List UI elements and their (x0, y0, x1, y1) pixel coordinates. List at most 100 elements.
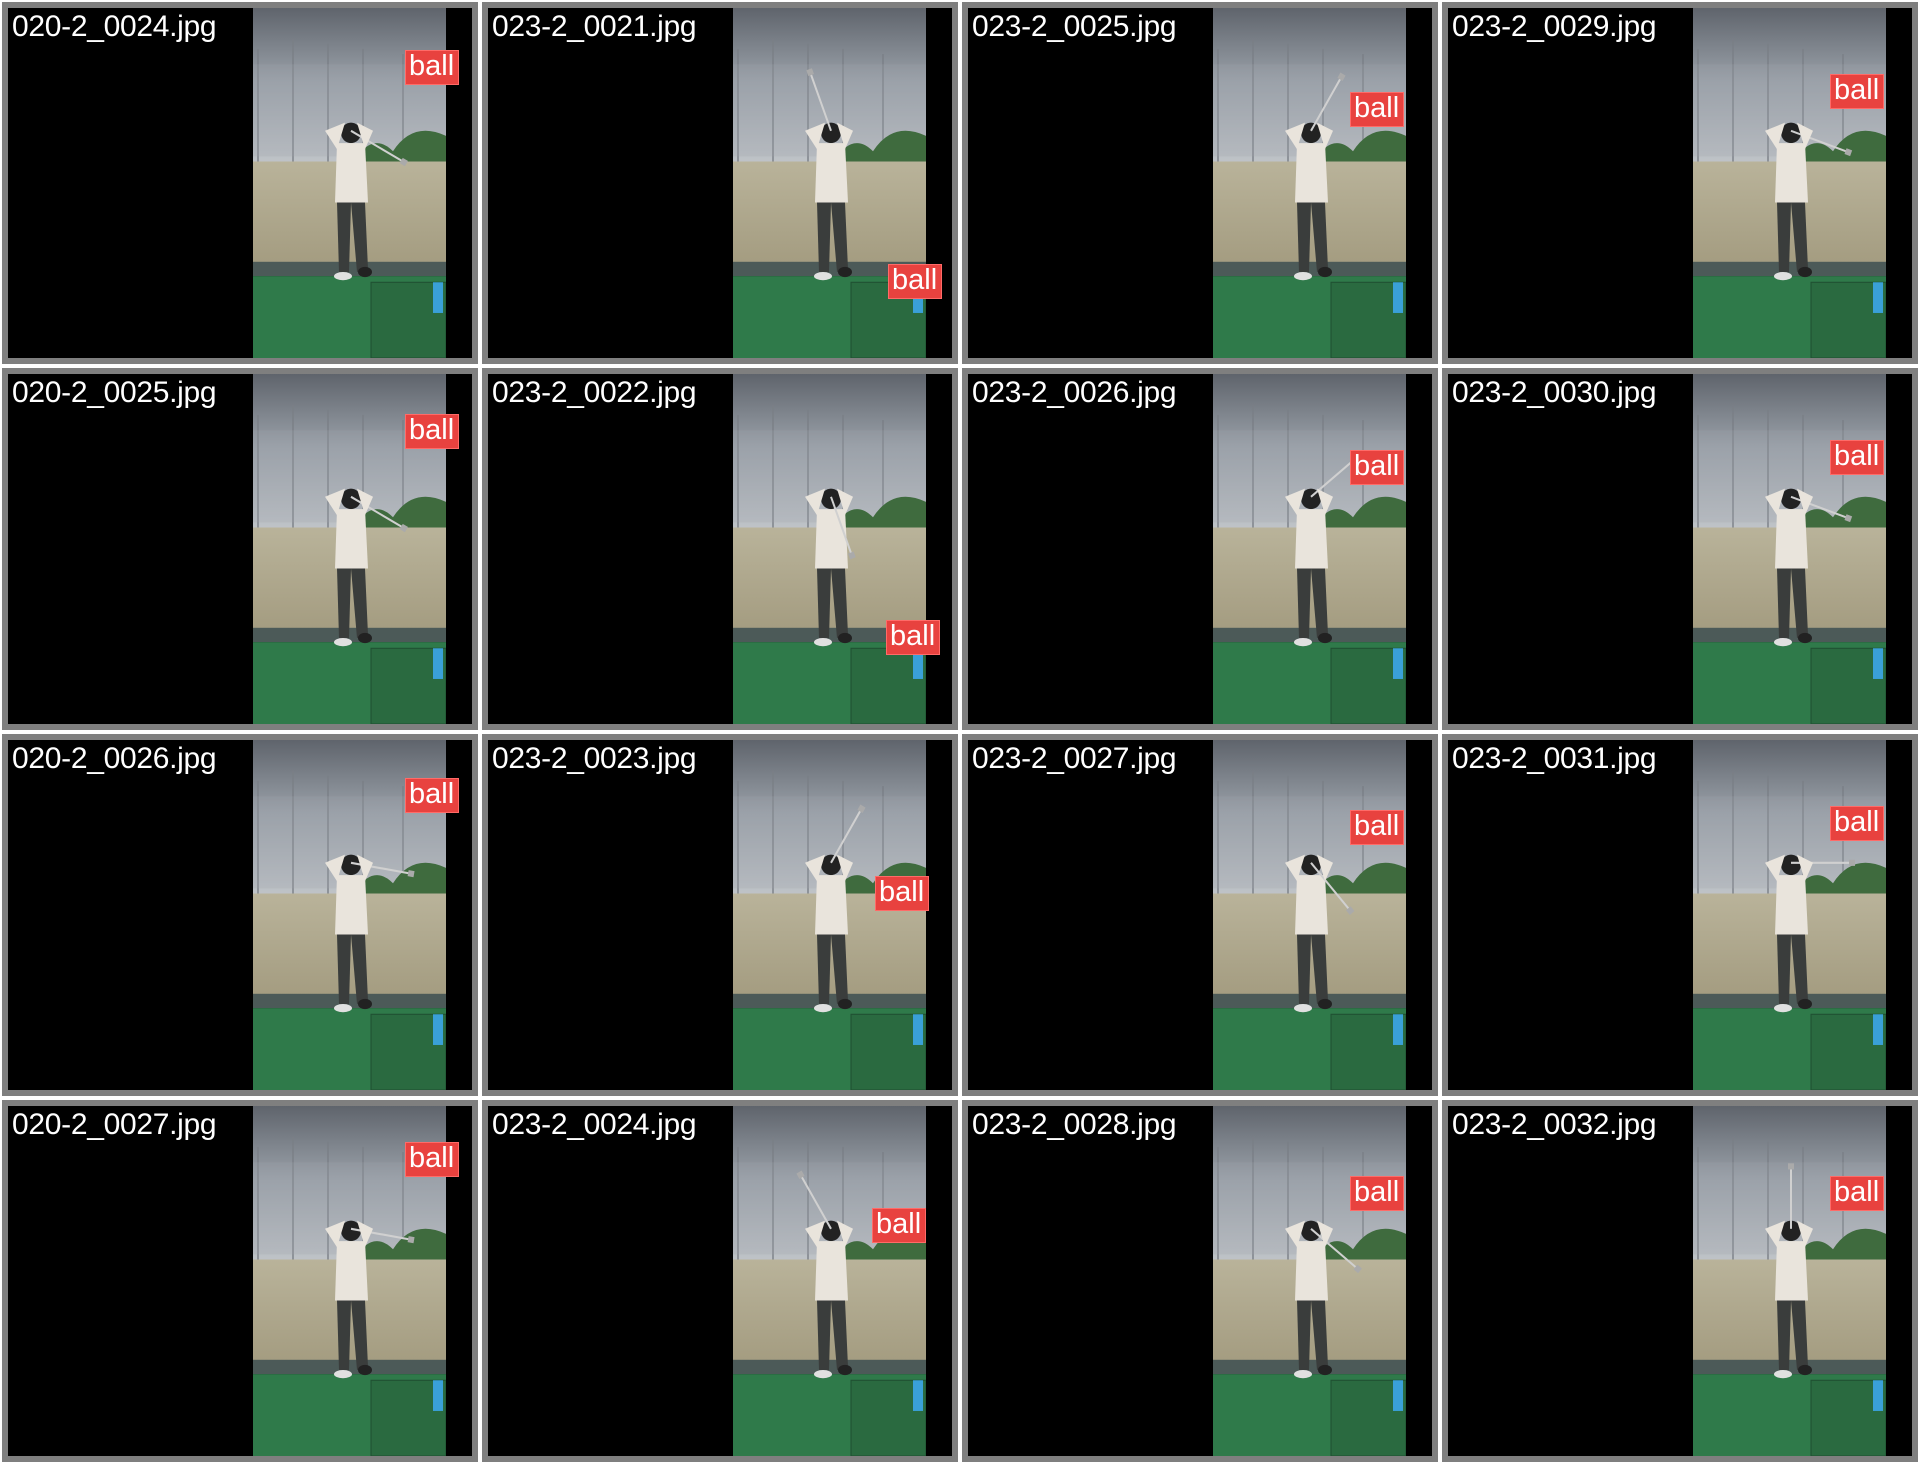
ball-detection-label: ball (405, 1142, 460, 1177)
image-tile[interactable]: 020-2_0025.jpg (2, 368, 478, 730)
letterbox-bar (1408, 740, 1432, 1090)
golf-swing-photo (733, 374, 926, 724)
image-tile[interactable]: 023-2_0031.jpg (1442, 734, 1918, 1096)
image-frame: 023-2_0030.jpg (1448, 374, 1912, 724)
letterbox-bar (1408, 374, 1432, 724)
image-frame: 023-2_0027.jpg (968, 740, 1432, 1090)
image-frame: 020-2_0024.jpg (8, 8, 472, 358)
image-tile[interactable]: 023-2_0025.jpg (962, 2, 1438, 364)
filename-label: 023-2_0025.jpg (972, 10, 1177, 43)
image-frame: 023-2_0029.jpg (1448, 8, 1912, 358)
swing-photo (1213, 1106, 1406, 1456)
letterbox-bar (1888, 374, 1912, 724)
golf-swing-photo (1693, 374, 1886, 724)
golf-swing-photo (253, 8, 446, 358)
image-tile[interactable]: 023-2_0023.jpg (482, 734, 958, 1096)
filename-label: 020-2_0024.jpg (12, 10, 217, 43)
swing-photo (1213, 8, 1406, 358)
image-frame: 023-2_0021.jpg (488, 8, 952, 358)
ball-detection-label: ball (1830, 74, 1885, 109)
ball-detection-label: ball (405, 50, 460, 85)
filename-label: 023-2_0026.jpg (972, 376, 1177, 409)
image-frame: 023-2_0031.jpg (1448, 740, 1912, 1090)
filename-label: 020-2_0026.jpg (12, 742, 217, 775)
golf-swing-photo (733, 1106, 926, 1456)
swing-photo (733, 1106, 926, 1456)
image-tile[interactable]: 023-2_0024.jpg (482, 1100, 958, 1462)
golf-swing-photo (1693, 1106, 1886, 1456)
image-frame: 023-2_0023.jpg (488, 740, 952, 1090)
filename-label: 023-2_0029.jpg (1452, 10, 1657, 43)
swing-photo (1213, 374, 1406, 724)
golf-swing-photo (253, 374, 446, 724)
image-tile[interactable]: 023-2_0027.jpg (962, 734, 1438, 1096)
golf-swing-photo (733, 8, 926, 358)
letterbox-bar (1888, 1106, 1912, 1456)
filename-label: 020-2_0025.jpg (12, 376, 217, 409)
letterbox-bar (1408, 8, 1432, 358)
image-frame: 023-2_0025.jpg (968, 8, 1432, 358)
swing-photo (733, 8, 926, 358)
image-frame: 023-2_0032.jpg (1448, 1106, 1912, 1456)
filename-label: 023-2_0032.jpg (1452, 1108, 1657, 1141)
image-frame: 023-2_0026.jpg (968, 374, 1432, 724)
swing-photo (733, 740, 926, 1090)
ball-detection-label: ball (875, 876, 930, 911)
golf-swing-photo (733, 740, 926, 1090)
image-tile[interactable]: 023-2_0021.jpg (482, 2, 958, 364)
image-tile[interactable]: 020-2_0026.jpg (2, 734, 478, 1096)
image-tile[interactable]: 023-2_0028.jpg (962, 1100, 1438, 1462)
ball-detection-label: ball (405, 414, 460, 449)
image-frame: 023-2_0024.jpg (488, 1106, 952, 1456)
golf-swing-photo (1213, 8, 1406, 358)
swing-photo (1693, 8, 1886, 358)
swing-photo (253, 374, 446, 724)
swing-photo (733, 374, 926, 724)
filename-label: 023-2_0028.jpg (972, 1108, 1177, 1141)
filename-label: 023-2_0030.jpg (1452, 376, 1657, 409)
swing-photo (1693, 1106, 1886, 1456)
letterbox-bar (928, 1106, 952, 1456)
swing-photo (1693, 374, 1886, 724)
filename-label: 023-2_0031.jpg (1452, 742, 1657, 775)
letterbox-bar (1888, 740, 1912, 1090)
letterbox-bar (928, 374, 952, 724)
filename-label: 023-2_0022.jpg (492, 376, 697, 409)
ball-detection-label: ball (1830, 806, 1885, 841)
swing-photo (253, 1106, 446, 1456)
ball-detection-label: ball (1830, 440, 1885, 475)
swing-photo (1213, 740, 1406, 1090)
image-tile[interactable]: 020-2_0027.jpg (2, 1100, 478, 1462)
image-tile[interactable]: 023-2_0032.jpg (1442, 1100, 1918, 1462)
image-tile[interactable]: 020-2_0024.jpg (2, 2, 478, 364)
ball-detection-label: ball (886, 620, 941, 655)
golf-swing-photo (1693, 8, 1886, 358)
image-frame: 023-2_0022.jpg (488, 374, 952, 724)
swing-photo (253, 8, 446, 358)
swing-photo (1693, 740, 1886, 1090)
image-frame: 020-2_0026.jpg (8, 740, 472, 1090)
image-frame: 023-2_0028.jpg (968, 1106, 1432, 1456)
golf-swing-photo (1213, 374, 1406, 724)
letterbox-bar (1408, 1106, 1432, 1456)
filename-label: 023-2_0021.jpg (492, 10, 697, 43)
image-tile[interactable]: 023-2_0029.jpg (1442, 2, 1918, 364)
filename-label: 023-2_0023.jpg (492, 742, 697, 775)
ball-detection-label: ball (1830, 1176, 1885, 1211)
image-frame: 020-2_0025.jpg (8, 374, 472, 724)
golf-swing-photo (253, 1106, 446, 1456)
filename-label: 020-2_0027.jpg (12, 1108, 217, 1141)
golf-swing-photo (1213, 740, 1406, 1090)
filename-label: 023-2_0024.jpg (492, 1108, 697, 1141)
golf-swing-photo (1213, 1106, 1406, 1456)
ball-detection-label: ball (888, 264, 943, 299)
ball-detection-label: ball (1350, 92, 1405, 127)
ball-detection-label: ball (405, 778, 460, 813)
image-tile[interactable]: 023-2_0030.jpg (1442, 368, 1918, 730)
image-tile[interactable]: 023-2_0022.jpg (482, 368, 958, 730)
letterbox-bar (928, 740, 952, 1090)
ball-detection-label: ball (1350, 450, 1405, 485)
image-tile[interactable]: 023-2_0026.jpg (962, 368, 1438, 730)
letterbox-bar (1888, 8, 1912, 358)
